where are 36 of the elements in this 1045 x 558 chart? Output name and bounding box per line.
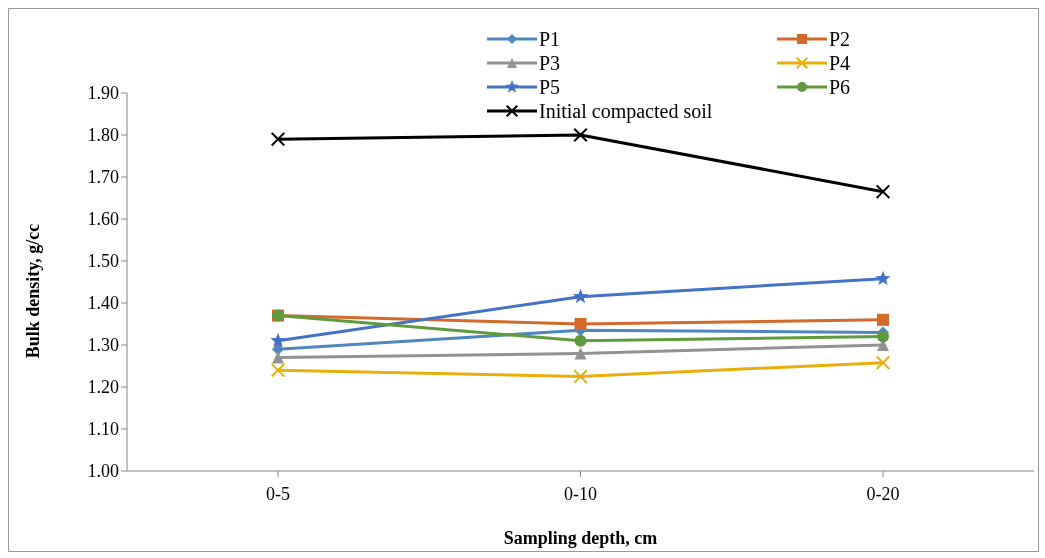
point — [876, 355, 890, 370]
legend-label: Initial compacted soil — [539, 99, 713, 123]
x-tick-label: 0-10 — [564, 483, 597, 504]
point — [572, 288, 589, 304]
y-tick-label: 1.60 — [87, 209, 119, 230]
y-tick-label: 1.30 — [87, 335, 119, 356]
point — [271, 363, 285, 378]
point — [270, 332, 286, 348]
y-axis-title: Bulk density, g/cc — [22, 223, 44, 359]
legend-label: P2 — [829, 27, 851, 51]
y-tick-label: 1.00 — [87, 461, 119, 482]
point — [877, 330, 889, 343]
y-tick-label: 1.90 — [87, 83, 119, 104]
point — [574, 334, 587, 347]
y-tick-label: 1.40 — [87, 293, 119, 314]
legend-label: P4 — [829, 51, 851, 75]
legend-label: P1 — [539, 27, 561, 51]
y-tick-label: 1.10 — [87, 419, 119, 440]
point — [877, 313, 889, 326]
y-tick-label: 1.50 — [87, 251, 119, 272]
y-tick-label: 1.20 — [87, 377, 119, 398]
point — [574, 318, 587, 330]
legend-label: P5 — [539, 75, 561, 99]
legend-label: P3 — [539, 51, 561, 75]
point — [876, 184, 890, 199]
legend-label: P6 — [829, 75, 851, 99]
point — [271, 132, 285, 147]
point — [875, 270, 891, 286]
x-axis-title: Sampling depth, cm — [502, 528, 659, 549]
y-tick-label: 1.70 — [87, 167, 119, 188]
point — [272, 351, 284, 364]
x-tick-label: 0-5 — [266, 483, 290, 504]
point — [573, 369, 588, 384]
x-tick-label: 0-20 — [866, 483, 900, 504]
point — [574, 347, 587, 360]
y-tick-label: 1.80 — [87, 125, 119, 146]
